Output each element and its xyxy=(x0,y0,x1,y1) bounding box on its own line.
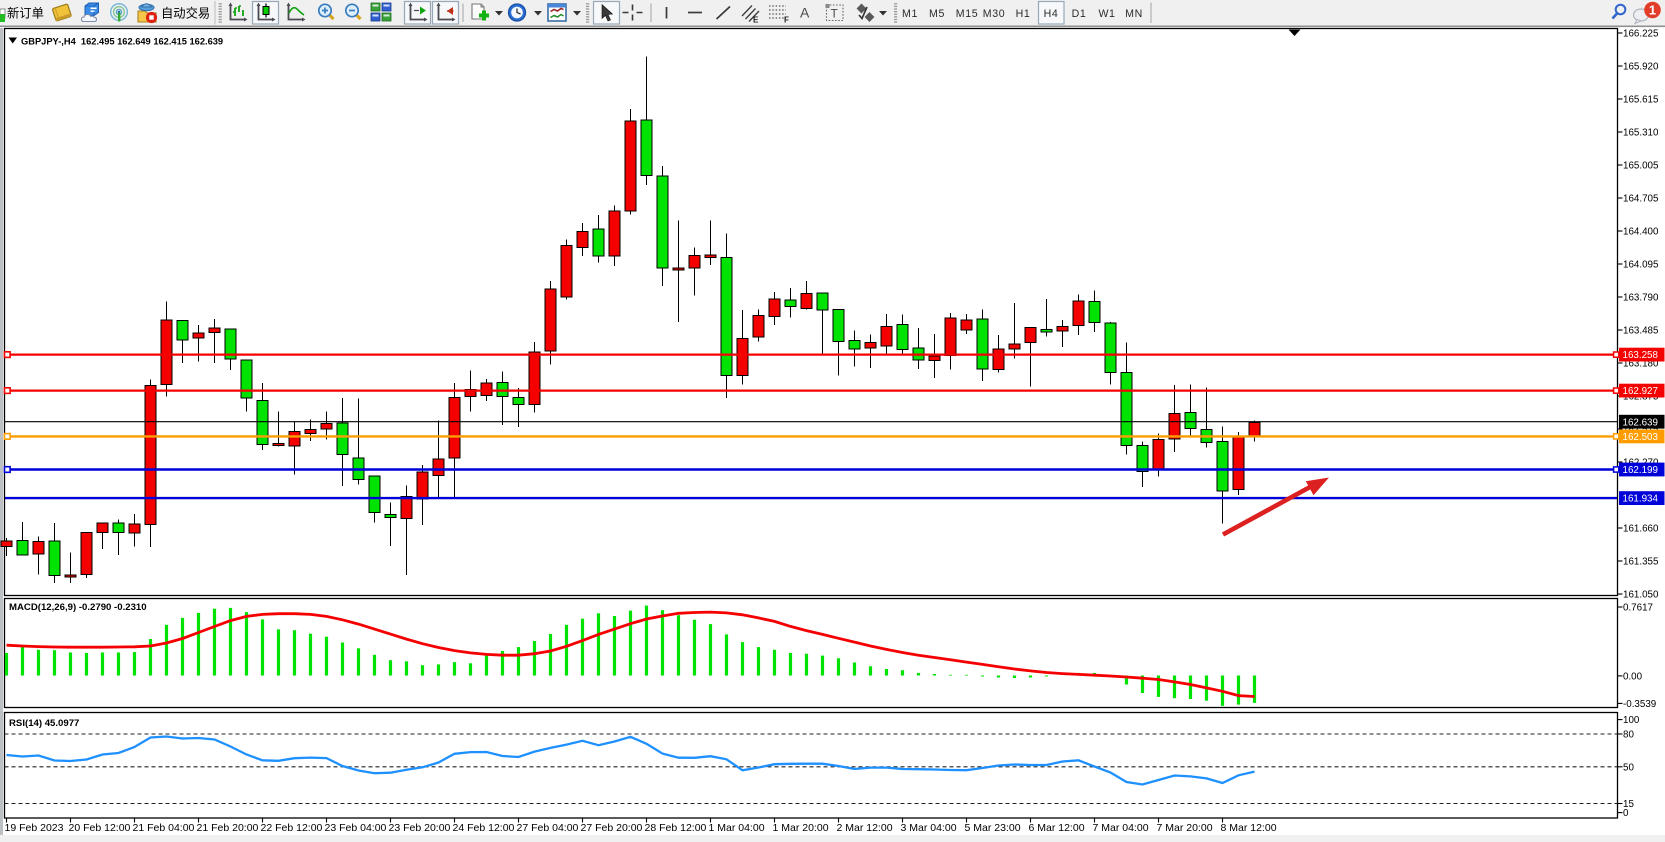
svg-text:164.400: 164.400 xyxy=(1623,227,1659,238)
svg-text:165.005: 165.005 xyxy=(1623,161,1659,172)
svg-text:M30: M30 xyxy=(983,8,1005,20)
svg-text:19 Feb 2023: 19 Feb 2023 xyxy=(5,822,64,834)
svg-text:27 Feb 04:00: 27 Feb 04:00 xyxy=(517,822,579,834)
svg-text:100: 100 xyxy=(1623,715,1640,726)
svg-text:161.660: 161.660 xyxy=(1623,524,1659,535)
svg-text:MN: MN xyxy=(1125,8,1143,20)
svg-text:163.258: 163.258 xyxy=(1623,350,1659,361)
svg-text:1 Mar 04:00: 1 Mar 04:00 xyxy=(709,822,765,834)
svg-text:W1: W1 xyxy=(1098,8,1115,20)
svg-text:-0.3539: -0.3539 xyxy=(1623,699,1656,710)
svg-text:7 Mar 04:00: 7 Mar 04:00 xyxy=(1093,822,1149,834)
svg-text:24 Feb 12:00: 24 Feb 12:00 xyxy=(453,822,515,834)
svg-text:新订单: 新订单 xyxy=(7,6,44,21)
svg-text:161.355: 161.355 xyxy=(1623,557,1659,568)
svg-text:15: 15 xyxy=(1623,799,1634,810)
svg-text:1 Mar 20:00: 1 Mar 20:00 xyxy=(773,822,829,834)
svg-text:23 Feb 20:00: 23 Feb 20:00 xyxy=(389,822,451,834)
svg-text:8 Mar 12:00: 8 Mar 12:00 xyxy=(1221,822,1277,834)
svg-text:0.7617: 0.7617 xyxy=(1623,603,1653,614)
svg-text:22 Feb 12:00: 22 Feb 12:00 xyxy=(261,822,323,834)
svg-text:50: 50 xyxy=(1623,762,1634,773)
svg-text:28 Feb 12:00: 28 Feb 12:00 xyxy=(645,822,707,834)
svg-text:161.934: 161.934 xyxy=(1623,494,1659,505)
svg-text:23 Feb 04:00: 23 Feb 04:00 xyxy=(325,822,387,834)
svg-text:165.310: 165.310 xyxy=(1623,128,1659,139)
svg-text:M15: M15 xyxy=(956,8,978,20)
svg-text:161.050: 161.050 xyxy=(1623,590,1659,601)
svg-text:M1: M1 xyxy=(902,8,918,20)
svg-text:5 Mar 23:00: 5 Mar 23:00 xyxy=(965,822,1021,834)
svg-text:0: 0 xyxy=(1623,808,1629,819)
svg-text:165.920: 165.920 xyxy=(1623,62,1659,73)
svg-text:162.503: 162.503 xyxy=(1623,432,1659,443)
svg-text:MACD(12,26,9) -0.2790 -0.2310: MACD(12,26,9) -0.2790 -0.2310 xyxy=(9,602,147,613)
svg-text:A: A xyxy=(800,5,810,21)
svg-text:1: 1 xyxy=(1649,3,1656,18)
svg-text:M5: M5 xyxy=(929,8,945,20)
svg-text:T: T xyxy=(831,7,839,21)
svg-text:163.180: 163.180 xyxy=(1623,359,1659,370)
svg-text:3 Mar 04:00: 3 Mar 04:00 xyxy=(901,822,957,834)
svg-text:E: E xyxy=(753,16,759,25)
svg-text:21 Feb 04:00: 21 Feb 04:00 xyxy=(133,822,195,834)
svg-text:7 Mar 20:00: 7 Mar 20:00 xyxy=(1157,822,1213,834)
svg-text:GBPJPY-,H4 162.495 162.649 16: GBPJPY-,H4 162.495 162.649 162.415 162.6… xyxy=(21,37,223,47)
svg-text:163.790: 163.790 xyxy=(1623,293,1659,304)
svg-text:166.225: 166.225 xyxy=(1623,29,1659,40)
svg-text:164.095: 164.095 xyxy=(1623,260,1659,271)
svg-text:162.639: 162.639 xyxy=(1623,417,1658,428)
svg-text:6 Mar 12:00: 6 Mar 12:00 xyxy=(1029,822,1085,834)
svg-text:0.00: 0.00 xyxy=(1623,671,1643,682)
svg-text:RSI(14) 45.0977: RSI(14) 45.0977 xyxy=(9,718,79,729)
svg-text:F: F xyxy=(784,16,789,25)
svg-text:164.705: 164.705 xyxy=(1623,194,1659,205)
svg-text:162.927: 162.927 xyxy=(1623,386,1658,397)
svg-text:165.615: 165.615 xyxy=(1623,95,1659,106)
svg-text:21 Feb 20:00: 21 Feb 20:00 xyxy=(197,822,259,834)
svg-text:自动交易: 自动交易 xyxy=(161,6,210,21)
svg-text:H4: H4 xyxy=(1044,8,1059,20)
svg-text:80: 80 xyxy=(1623,730,1634,741)
svg-text:2 Mar 12:00: 2 Mar 12:00 xyxy=(837,822,893,834)
svg-text:27 Feb 20:00: 27 Feb 20:00 xyxy=(581,822,643,834)
svg-text:162.199: 162.199 xyxy=(1623,465,1658,476)
svg-text:H1: H1 xyxy=(1016,8,1031,20)
svg-text:D1: D1 xyxy=(1072,8,1087,20)
svg-text:20 Feb 12:00: 20 Feb 12:00 xyxy=(69,822,131,834)
svg-text:163.485: 163.485 xyxy=(1623,326,1659,337)
